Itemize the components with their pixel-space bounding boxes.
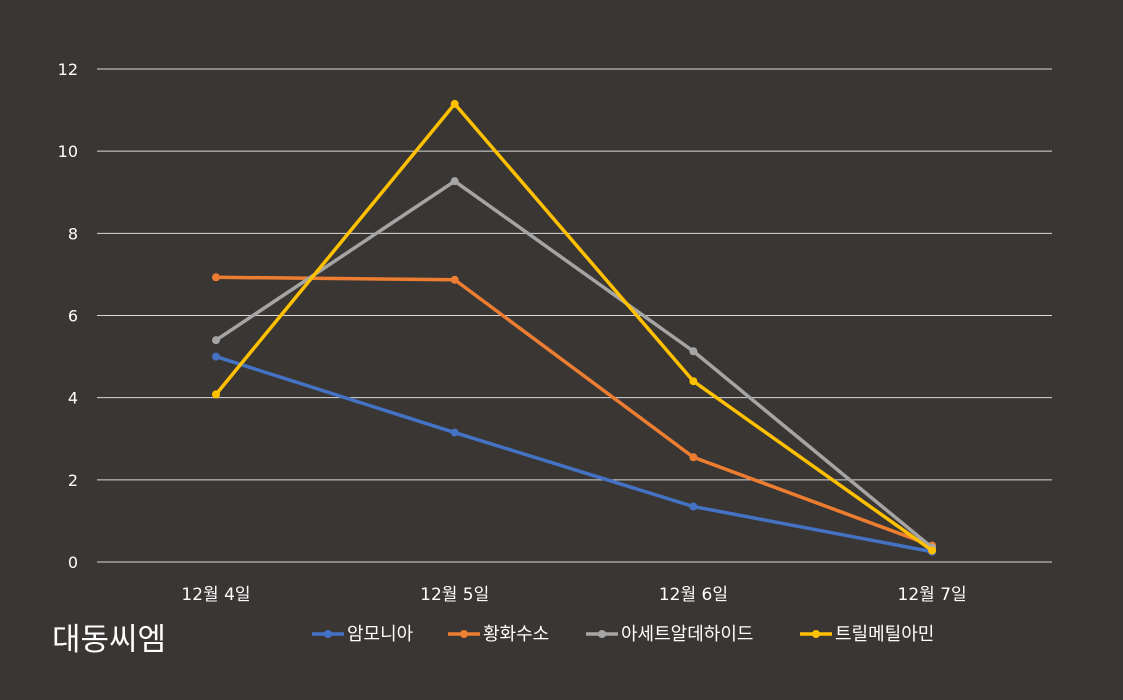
y-tick-label: 12 <box>58 60 78 79</box>
data-point <box>450 428 459 437</box>
data-point <box>928 546 937 555</box>
legend-label: 트릴메틸아민 <box>835 624 934 645</box>
legend-item: 아세트알데하이드 <box>586 624 753 645</box>
data-point <box>450 177 459 186</box>
series-line <box>215 354 933 554</box>
series-line <box>215 179 934 549</box>
legend-label: 황화수소 <box>483 624 549 645</box>
data-point <box>212 336 220 345</box>
data-point <box>212 273 220 282</box>
gridlines <box>97 68 1052 563</box>
legend-label: 아세트알데하이드 <box>621 624 753 645</box>
legend-marker <box>598 630 606 638</box>
legend-item: 트릴메틸아민 <box>800 624 934 645</box>
legend-marker <box>460 630 468 638</box>
data-point <box>212 352 220 361</box>
legend-label: 암모니아 <box>347 624 414 645</box>
y-tick-label: 4 <box>68 389 78 408</box>
data-point <box>689 453 698 462</box>
data-point <box>689 377 698 386</box>
series-lines <box>212 99 937 556</box>
data-point <box>450 275 459 284</box>
data-point <box>689 502 698 511</box>
y-tick-label: 6 <box>68 307 78 326</box>
legend-item: 황화수소 <box>448 624 549 645</box>
y-tick-label: 8 <box>68 224 78 243</box>
company-label: 대동씨엠 <box>52 622 167 658</box>
series-2 <box>212 273 937 550</box>
legend-marker <box>324 630 332 638</box>
data-point <box>450 99 459 108</box>
legend-item: 암모니아 <box>312 624 414 645</box>
series-line <box>214 102 934 552</box>
x-tick-label: 12월 6일 <box>659 585 728 605</box>
series-line <box>215 275 933 548</box>
y-tick-label: 0 <box>68 553 78 572</box>
x-tick-label: 12월 7일 <box>898 585 967 605</box>
y-tick-label: 10 <box>58 142 78 161</box>
y-axis-tick-labels: 0 2 4 6 8 10 12 <box>58 60 78 572</box>
legend-marker <box>812 630 820 638</box>
data-point <box>212 390 220 399</box>
x-tick-label: 12월 4일 <box>181 585 250 605</box>
series-1 <box>212 352 937 556</box>
data-point <box>689 347 698 356</box>
series-4 <box>212 99 937 555</box>
x-tick-label: 12월 5일 <box>420 585 489 605</box>
x-axis-tick-labels: 12월 4일 12월 5일 12월 6일 12월 7일 <box>181 585 966 605</box>
y-tick-label: 2 <box>68 471 78 490</box>
legend: 암모니아 황화수소 아세트알데하이드 트릴메틸아민 <box>312 624 934 645</box>
